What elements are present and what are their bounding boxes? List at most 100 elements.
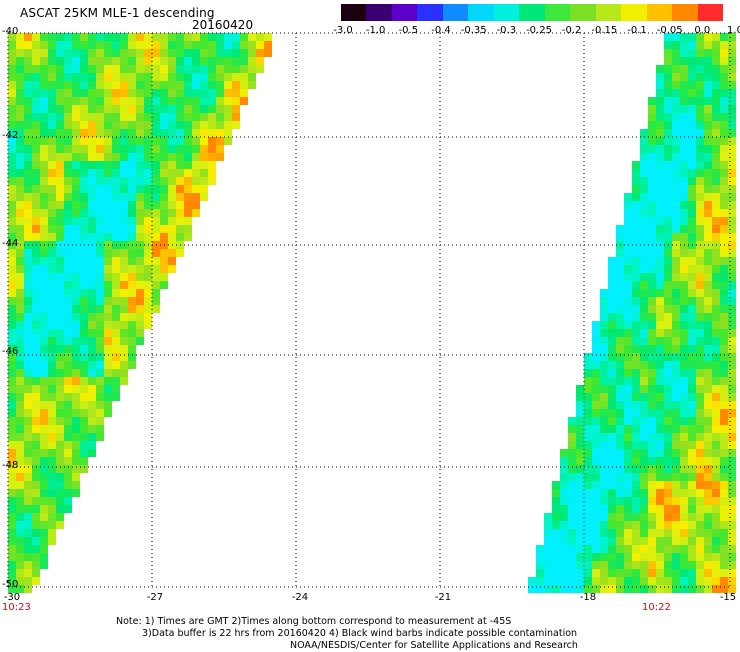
west-swath-cell [160, 137, 168, 145]
west-swath-cell [160, 273, 168, 281]
west-swath-cell [64, 137, 72, 145]
west-swath-cell [64, 233, 72, 241]
east-swath-cell [672, 433, 680, 441]
east-swath-cell [696, 537, 704, 545]
east-swath-cell [712, 185, 720, 193]
west-swath-cell [88, 305, 96, 313]
west-swath-cell [8, 33, 16, 41]
west-swath-cell [160, 201, 168, 209]
west-swath-cell [160, 33, 168, 41]
west-swath-cell [32, 481, 40, 489]
east-swath-cell [728, 209, 736, 217]
east-swath-cell [704, 289, 712, 297]
east-swath-cell [584, 441, 592, 449]
east-swath-cell [688, 233, 696, 241]
west-swath-cell [8, 233, 16, 241]
east-swath-cell [640, 313, 648, 321]
west-swath-cell [80, 257, 88, 265]
west-swath-cell [16, 337, 24, 345]
west-swath-cell [200, 65, 208, 73]
west-swath-cell [240, 73, 248, 81]
east-swath-cell [680, 449, 688, 457]
west-swath-cell [48, 505, 56, 513]
west-swath-cell [24, 145, 32, 153]
west-swath-cell [160, 41, 168, 49]
west-swath-cell [32, 289, 40, 297]
east-swath-cell [696, 121, 704, 129]
west-swath-cell [128, 361, 136, 369]
west-swath-cell [120, 113, 128, 121]
west-swath-cell [152, 81, 160, 89]
east-swath-cell [688, 377, 696, 385]
east-swath-cell [680, 113, 688, 121]
west-swath-cell [32, 273, 40, 281]
east-swath-cell [688, 313, 696, 321]
east-swath-cell [728, 193, 736, 201]
east-swath-cell [680, 161, 688, 169]
west-swath-cell [128, 137, 136, 145]
east-swath-cell [688, 505, 696, 513]
east-swath-cell [648, 361, 656, 369]
east-swath-cell [568, 449, 576, 457]
east-swath-cell [656, 73, 664, 81]
west-swath-cell [16, 233, 24, 241]
west-swath-cell [128, 185, 136, 193]
west-swath-cell [120, 145, 128, 153]
west-swath-cell [232, 97, 240, 105]
east-swath-cell [704, 377, 712, 385]
east-swath-cell [720, 257, 728, 265]
east-swath-cell [616, 321, 624, 329]
west-swath-cell [16, 281, 24, 289]
west-swath-cell [136, 65, 144, 73]
east-swath-cell [640, 433, 648, 441]
west-swath-cell [112, 153, 120, 161]
west-swath-cell [168, 33, 176, 41]
west-swath-cell [8, 401, 16, 409]
west-swath-cell [24, 409, 32, 417]
west-swath-cell [136, 201, 144, 209]
west-swath-cell [8, 441, 16, 449]
west-swath-cell [56, 185, 64, 193]
west-swath-cell [56, 137, 64, 145]
east-swath-cell [672, 161, 680, 169]
east-swath-cell [672, 297, 680, 305]
west-swath-cell [8, 161, 16, 169]
west-swath-cell [144, 273, 152, 281]
west-swath-cell [24, 361, 32, 369]
east-swath-cell [680, 137, 688, 145]
east-swath-cell [704, 585, 712, 593]
west-swath-cell [64, 41, 72, 49]
west-swath-cell [24, 329, 32, 337]
west-swath-cell [176, 129, 184, 137]
west-swath-cell [200, 113, 208, 121]
east-swath-cell [728, 321, 736, 329]
east-swath-cell [720, 473, 728, 481]
east-swath-cell [688, 529, 696, 537]
west-swath-cell [64, 121, 72, 129]
west-swath-cell [80, 393, 88, 401]
east-swath-cell [672, 409, 680, 417]
east-swath-cell [680, 489, 688, 497]
east-swath-cell [568, 561, 576, 569]
east-swath-cell [728, 81, 736, 89]
east-swath-cell [656, 265, 664, 273]
east-swath-cell [664, 137, 672, 145]
east-swath-cell [720, 97, 728, 105]
west-swath-cell [16, 217, 24, 225]
east-swath-cell [704, 169, 712, 177]
west-swath-cell [56, 441, 64, 449]
east-swath-cell [696, 321, 704, 329]
east-swath-cell [696, 385, 704, 393]
east-swath-cell [704, 265, 712, 273]
west-swath-cell [8, 433, 16, 441]
east-swath-cell [712, 329, 720, 337]
east-swath-cell [680, 345, 688, 353]
west-swath-cell [96, 313, 104, 321]
east-swath-cell [672, 481, 680, 489]
east-swath-cell [592, 537, 600, 545]
west-swath-cell [184, 233, 192, 241]
west-swath-cell [112, 297, 120, 305]
east-swath-cell [664, 81, 672, 89]
east-swath-cell [632, 545, 640, 553]
west-swath-cell [48, 289, 56, 297]
